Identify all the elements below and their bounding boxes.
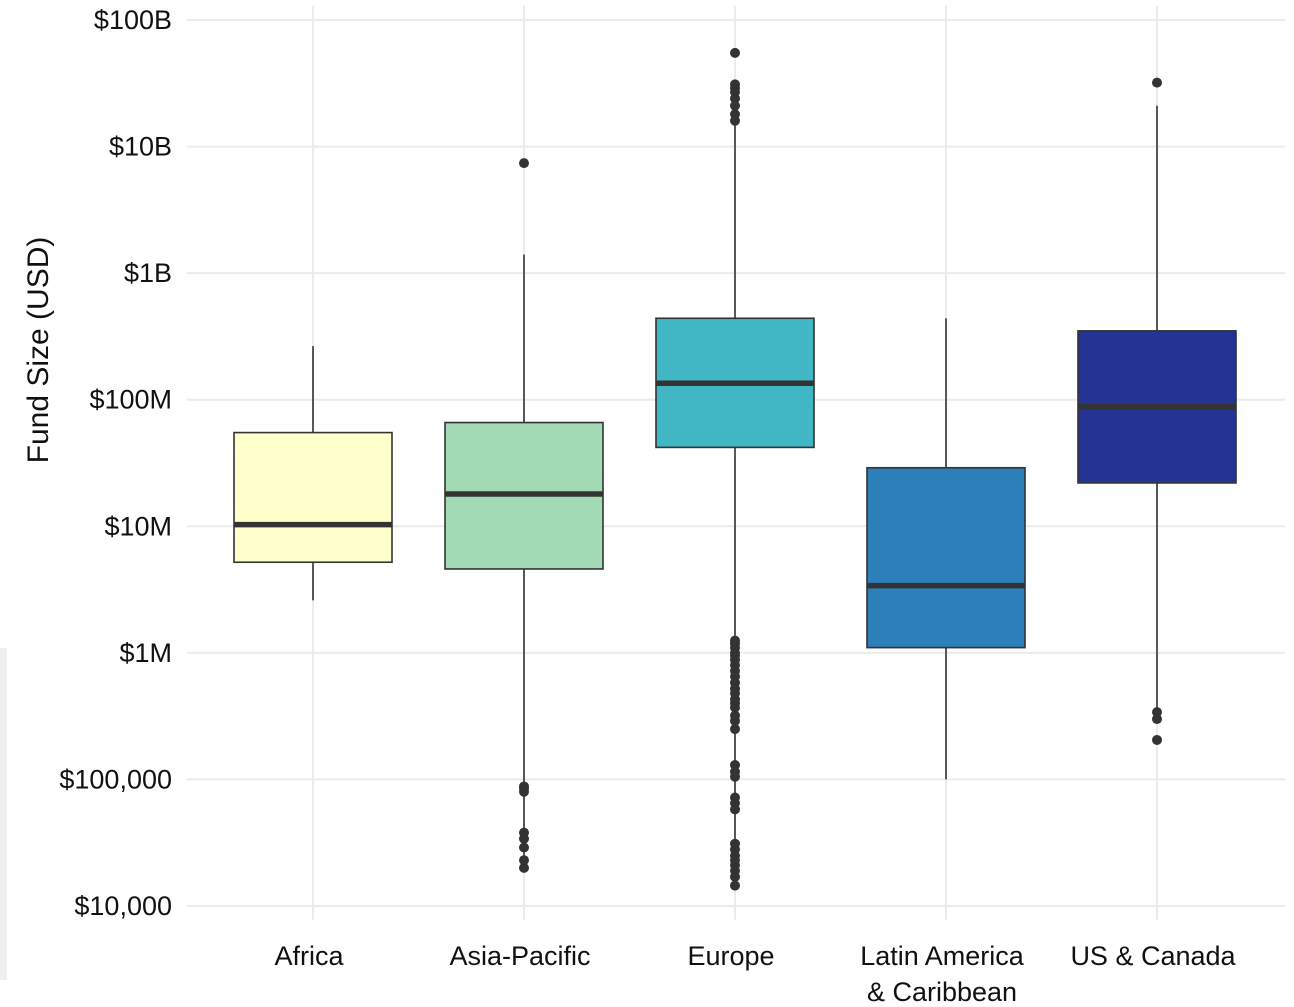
outlier-point [730, 100, 740, 111]
x-tick-label: US & Canada [1070, 941, 1236, 971]
box-europe [655, 47, 815, 891]
outlier-point [730, 715, 740, 726]
outlier-point [730, 880, 740, 891]
y-tick-label: $10,000 [74, 891, 172, 921]
outlier-point [519, 786, 529, 797]
outlier-point [1152, 77, 1162, 88]
y-axis-title: Fund Size (USD) [22, 237, 55, 464]
outlier-point [519, 158, 529, 169]
y-tick-label: $1M [119, 638, 172, 668]
outlier-point [1152, 714, 1162, 725]
outlier-point [1152, 734, 1162, 745]
y-tick-label: $100B [94, 5, 172, 35]
box-latin-america-caribbean [866, 318, 1026, 780]
outlier-point [519, 833, 529, 844]
y-tick-label: $10B [109, 132, 172, 162]
outlier-point [730, 871, 740, 882]
boxes-layer [233, 47, 1237, 891]
outlier-point [730, 724, 740, 735]
y-tick-label: $100M [89, 385, 172, 415]
box-body [233, 431, 393, 564]
outlier-point [730, 804, 740, 815]
outlier-point [519, 842, 529, 853]
box-asia-pacific [444, 158, 604, 873]
y-tick-label: $100,000 [59, 764, 172, 794]
left-edge-bar [0, 648, 7, 980]
y-axis-ticks: $10,000 $100,000 $1M $10M $100M $1B $10B $100B [59, 5, 172, 921]
box-body [866, 466, 1026, 649]
outlier-point [730, 93, 740, 104]
box-us-canada [1077, 77, 1237, 745]
outlier-point [1152, 707, 1162, 718]
outlier-point [730, 771, 740, 782]
outlier-point [730, 115, 740, 126]
x-tick-label: Europe [687, 941, 774, 971]
outlier-point [519, 855, 529, 866]
y-tick-label: $1B [124, 258, 172, 288]
x-axis-ticks: Africa Asia-Pacific Europe Latin America & C… [274, 941, 1236, 1007]
outlier-point [519, 862, 529, 873]
x-tick-label: Africa [274, 941, 344, 971]
outlier-point [730, 702, 740, 713]
outlier-point [730, 47, 740, 58]
x-tick-label: & Caribbean [867, 977, 1017, 1007]
x-tick-label: Latin America [860, 941, 1025, 971]
box-africa [233, 346, 393, 601]
y-tick-label: $10M [104, 511, 172, 541]
x-tick-label: Asia-Pacific [449, 941, 590, 971]
